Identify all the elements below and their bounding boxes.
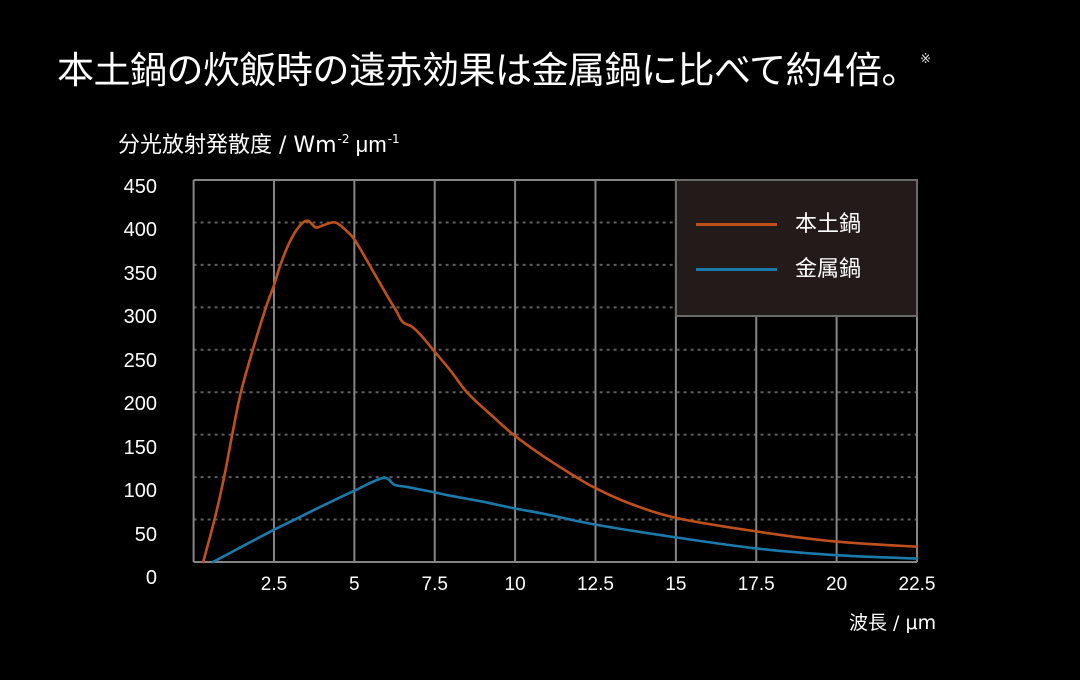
x-tick-label: 20 — [826, 574, 848, 595]
x-tick-label: 17.5 — [737, 574, 775, 595]
y-tick-label: 300 — [123, 306, 157, 329]
y-axis-title-exponent-2: -1 — [387, 132, 400, 146]
chart-title-text: 本土鍋の炊飯時の遠赤効果は金属鍋に比べて約4倍。 — [57, 49, 919, 92]
y-tick-label: 250 — [123, 349, 157, 372]
y-tick-label: 400 — [123, 219, 157, 242]
x-tick-label: 10 — [504, 574, 526, 595]
legend-item-metal-pot: 金属鍋 — [677, 255, 916, 285]
chart-legend: 本土鍋 金属鍋 — [675, 179, 918, 317]
chart-title: 本土鍋の炊飯時の遠赤効果は金属鍋に比べて約4倍。 ※ — [57, 48, 931, 103]
legend-swatch-line-icon — [696, 223, 777, 226]
y-axis-title-text: 分光放射発散度 / Wm — [118, 133, 337, 158]
data-series — [201, 219, 919, 564]
x-axis-title: 波長 / μm — [849, 612, 937, 634]
y-tick-label: 100 — [123, 480, 157, 503]
legend-item-clay-pot: 本土鍋 — [677, 210, 916, 240]
y-tick-label: 200 — [123, 393, 157, 416]
x-tick-label: 15 — [665, 574, 687, 595]
x-tick-label: 2.5 — [260, 574, 288, 595]
x-tick-label: 5 — [349, 574, 360, 595]
y-axis-title-unit: μm — [349, 132, 387, 157]
series-line-clay-pot — [201, 219, 919, 564]
x-tick-label: 22.5 — [898, 574, 936, 595]
y-axis-title: 分光放射発散度 / Wm-2 μm-1 — [118, 131, 400, 162]
x-tick-label: 7.5 — [421, 574, 448, 595]
y-tick-label: 50 — [134, 523, 157, 546]
legend-label: 金属鍋 — [795, 257, 862, 282]
series-line-metal-pot — [211, 476, 919, 564]
y-axis-title-exponent-1: -2 — [337, 132, 350, 146]
y-tick-label: 450 — [123, 175, 157, 198]
y-tick-label: 0 — [145, 567, 157, 589]
y-tick-label: 150 — [123, 436, 157, 459]
x-tick-label: 12.5 — [576, 574, 614, 595]
legend-swatch-line-icon — [696, 268, 777, 271]
y-tick-label: 350 — [123, 262, 157, 285]
footnote-mark: ※ — [920, 52, 931, 67]
legend-label: 本土鍋 — [795, 212, 862, 237]
